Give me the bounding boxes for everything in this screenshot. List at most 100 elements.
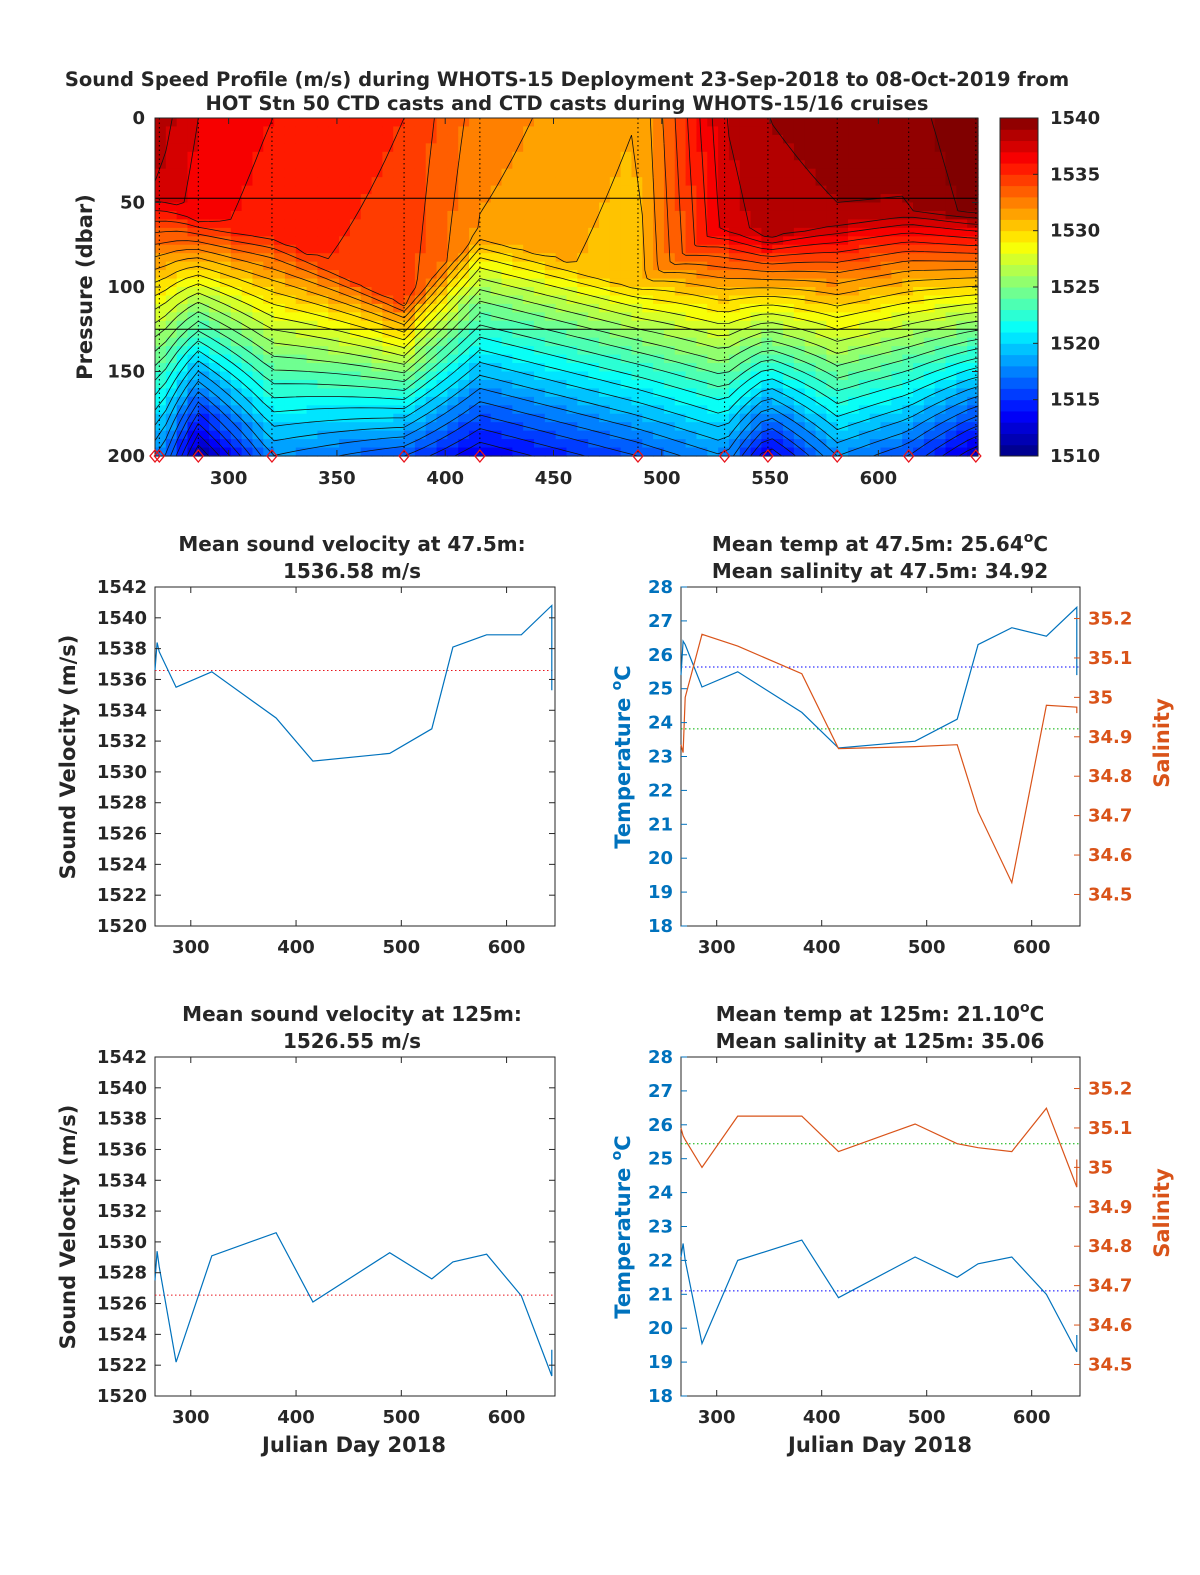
field-cell xyxy=(209,151,221,161)
field-cell xyxy=(306,337,319,347)
field-cell xyxy=(880,447,892,457)
field-cell xyxy=(523,270,535,280)
field-cell xyxy=(945,447,957,457)
field-cell xyxy=(696,185,708,195)
field-cell xyxy=(339,422,351,432)
field-cell xyxy=(848,422,860,432)
field-cell xyxy=(458,227,470,237)
field-cell xyxy=(230,337,243,347)
field-cell xyxy=(501,160,513,170)
field-cell xyxy=(209,413,221,423)
field-cell xyxy=(458,388,470,398)
field-cell xyxy=(837,278,849,288)
field-cell xyxy=(523,371,535,381)
field-cell xyxy=(360,168,373,178)
field-cell xyxy=(360,439,373,449)
field-cell xyxy=(761,278,773,288)
field-cell xyxy=(750,253,763,263)
field-cell xyxy=(176,320,189,330)
field-cell xyxy=(458,320,470,330)
field-cell xyxy=(230,371,243,381)
field-cell xyxy=(793,151,806,161)
field-cell xyxy=(479,303,492,313)
field-cell xyxy=(219,388,232,398)
sv47-y-axis-label: Sound Velocity (m/s) xyxy=(56,635,80,880)
field-cell xyxy=(360,134,373,144)
field-cell xyxy=(588,278,600,288)
field-cell xyxy=(902,346,914,356)
field-cell xyxy=(761,312,773,322)
field-cell xyxy=(869,227,882,237)
field-cell xyxy=(219,346,232,356)
field-cell xyxy=(707,160,719,170)
field-cell xyxy=(490,151,503,161)
field-cell xyxy=(869,126,882,136)
colorbar-tick-label: 1520 xyxy=(1050,333,1100,354)
field-cell xyxy=(598,379,611,389)
field-cell xyxy=(663,405,676,415)
field-cell xyxy=(393,346,405,356)
field-cell xyxy=(869,312,882,322)
field-cell xyxy=(555,151,568,161)
sound-velocity-125m-chart: Mean sound velocity at 125m: 1526.55 m/s… xyxy=(56,1002,556,1457)
colorbar-band xyxy=(1000,320,1038,333)
field-cell xyxy=(230,134,243,144)
field-cell xyxy=(728,227,741,237)
field-cell xyxy=(663,236,676,246)
field-cell xyxy=(663,118,676,128)
field-cell xyxy=(663,143,676,153)
field-cell xyxy=(858,227,871,237)
field-cell xyxy=(328,244,340,254)
field-cell xyxy=(923,143,936,153)
field-cell xyxy=(913,219,925,229)
field-cell xyxy=(512,388,524,398)
field-cell xyxy=(284,354,297,364)
field-cell xyxy=(848,278,860,288)
field-cell xyxy=(544,134,557,144)
field-cell xyxy=(284,202,297,212)
field-cell xyxy=(501,388,513,398)
field-cell xyxy=(718,134,730,144)
field-cell xyxy=(772,363,784,373)
field-cell xyxy=(176,379,189,389)
field-cell xyxy=(598,185,611,195)
field-cell xyxy=(425,329,438,339)
field-cell xyxy=(447,422,459,432)
field-cell xyxy=(598,219,611,229)
field-cell xyxy=(674,143,687,153)
field-cell xyxy=(761,337,773,347)
field-cell xyxy=(555,312,568,322)
field-cell xyxy=(934,422,947,432)
field-cell xyxy=(891,303,903,313)
field-cell xyxy=(425,303,438,313)
field-cell xyxy=(328,388,340,398)
field-cell xyxy=(566,278,578,288)
field-cell xyxy=(891,202,903,212)
field-cell xyxy=(371,371,384,381)
field-cell xyxy=(393,447,405,457)
field-cell xyxy=(631,168,643,178)
field-cell xyxy=(414,270,427,280)
field-cell xyxy=(739,244,752,254)
field-cell xyxy=(815,219,827,229)
field-cell xyxy=(555,168,568,178)
field-cell xyxy=(858,430,871,440)
field-cell xyxy=(523,236,535,246)
field-cell xyxy=(934,219,947,229)
salinity-tick-label: 34.5 xyxy=(1088,884,1132,905)
field-cell xyxy=(306,405,319,415)
field-cell xyxy=(176,227,189,237)
field-cell xyxy=(566,312,578,322)
field-cell xyxy=(274,430,286,440)
field-cell xyxy=(837,287,849,297)
field-cell xyxy=(555,422,568,432)
field-cell xyxy=(555,363,568,373)
field-cell xyxy=(848,151,860,161)
field-cell xyxy=(339,287,351,297)
field-cell xyxy=(620,388,633,398)
field-cell xyxy=(577,151,589,161)
field-cell xyxy=(967,270,979,280)
field-cell xyxy=(718,405,730,415)
field-cell xyxy=(458,346,470,356)
field-cell xyxy=(349,413,362,423)
